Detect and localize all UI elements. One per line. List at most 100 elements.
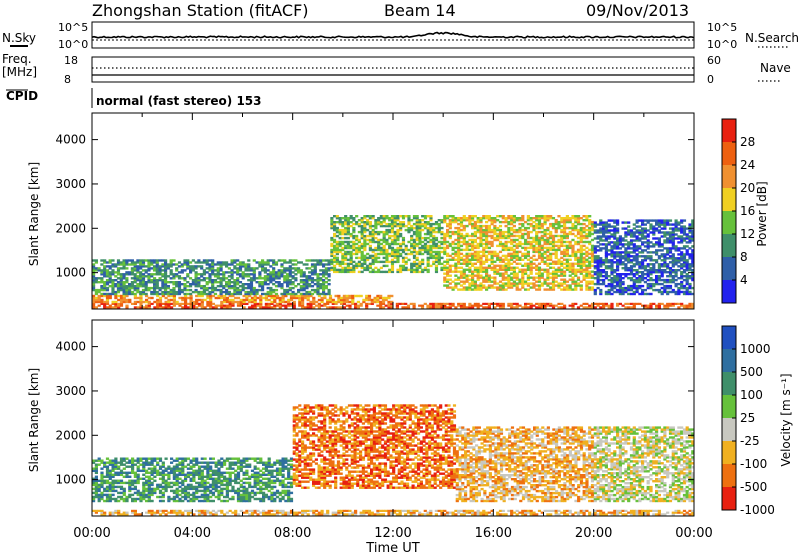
data-cell	[404, 228, 408, 232]
data-cell	[415, 252, 419, 256]
data-cell	[663, 227, 667, 230]
data-cell	[616, 219, 620, 222]
data-cell	[585, 274, 589, 277]
data-cell	[119, 267, 123, 270]
data-cell	[352, 268, 356, 272]
data-cell	[388, 224, 392, 228]
data-cell	[641, 235, 645, 238]
data-cell	[355, 221, 359, 224]
data-cell	[646, 239, 650, 242]
data-cell	[412, 306, 416, 309]
data-cell	[646, 306, 650, 309]
data-cell	[621, 261, 625, 264]
data-cell	[493, 224, 497, 228]
data-cell	[537, 217, 542, 220]
data-cell	[440, 219, 444, 222]
data-cell	[590, 274, 595, 277]
data-cell	[363, 222, 367, 226]
data-cell	[574, 274, 578, 277]
data-cell	[116, 277, 121, 280]
data-cell	[507, 286, 511, 289]
data-cell	[191, 269, 195, 272]
data-cell	[175, 513, 179, 516]
data-cell	[139, 296, 143, 300]
data-cell	[535, 306, 539, 309]
data-cell	[382, 217, 386, 220]
data-cell	[363, 234, 367, 238]
data-cell	[186, 288, 190, 292]
data-cell	[549, 240, 553, 244]
data-cell	[125, 294, 129, 298]
data-cell	[526, 284, 530, 287]
data-cell	[341, 224, 345, 228]
data-cell	[206, 304, 210, 307]
data-cell	[454, 217, 458, 220]
data-cell	[412, 302, 416, 305]
data-cell	[554, 240, 558, 244]
data-cell	[122, 294, 126, 298]
data-cell	[554, 260, 558, 263]
data-cell	[322, 288, 326, 292]
data-cell	[571, 238, 575, 242]
data-cell	[208, 273, 212, 276]
data-cell	[410, 226, 414, 230]
data-cell	[529, 260, 533, 263]
data-cell	[338, 221, 342, 224]
data-cell	[616, 284, 620, 288]
data-cell	[197, 283, 201, 286]
data-cell	[563, 280, 567, 283]
data-cell	[103, 271, 107, 274]
data-cell	[194, 267, 198, 270]
data-cell	[335, 228, 339, 232]
data-cell	[571, 228, 575, 232]
data-cell	[184, 306, 188, 309]
data-cell	[691, 231, 695, 234]
data-cell	[468, 274, 472, 277]
data-cell	[485, 288, 489, 291]
data-cell	[459, 228, 464, 232]
data-cell	[610, 304, 614, 307]
data-cell	[462, 272, 466, 275]
data-cell	[404, 246, 408, 250]
data-cell	[92, 269, 96, 272]
data-cell	[563, 266, 567, 269]
data-cell	[590, 254, 595, 258]
data-cell	[172, 298, 176, 302]
data-cell	[549, 230, 553, 234]
data-cell	[205, 267, 209, 270]
data-cell	[272, 275, 276, 278]
data-cell	[629, 286, 634, 290]
data-cell	[680, 221, 684, 224]
data-cell	[231, 511, 235, 514]
data-cell	[147, 267, 151, 270]
data-cell	[385, 270, 389, 274]
data-cell	[632, 227, 636, 230]
data-cell	[593, 271, 597, 274]
data-cell	[335, 244, 339, 248]
data-cell	[387, 296, 391, 300]
data-cell	[493, 254, 497, 258]
data-cell	[443, 276, 447, 279]
data-cell	[434, 242, 439, 246]
data-cell	[487, 276, 491, 279]
data-cell	[443, 268, 447, 271]
data-cell	[131, 511, 135, 514]
data-cell	[471, 222, 475, 226]
data-cell	[349, 266, 353, 270]
data-cell	[682, 269, 687, 272]
data-cell	[338, 217, 342, 220]
data-cell	[543, 282, 547, 285]
data-cell	[150, 275, 154, 278]
data-cell	[632, 304, 636, 307]
data-cell	[457, 262, 461, 265]
data-cell	[211, 271, 215, 274]
data-cell	[671, 229, 675, 232]
data-cell	[164, 267, 168, 270]
data-cell	[604, 275, 608, 278]
data-cell	[139, 281, 143, 284]
data-cell	[459, 306, 464, 309]
data-cell	[685, 259, 689, 262]
data-cell	[211, 286, 215, 290]
data-cell	[521, 234, 525, 238]
data-cell	[111, 281, 115, 284]
